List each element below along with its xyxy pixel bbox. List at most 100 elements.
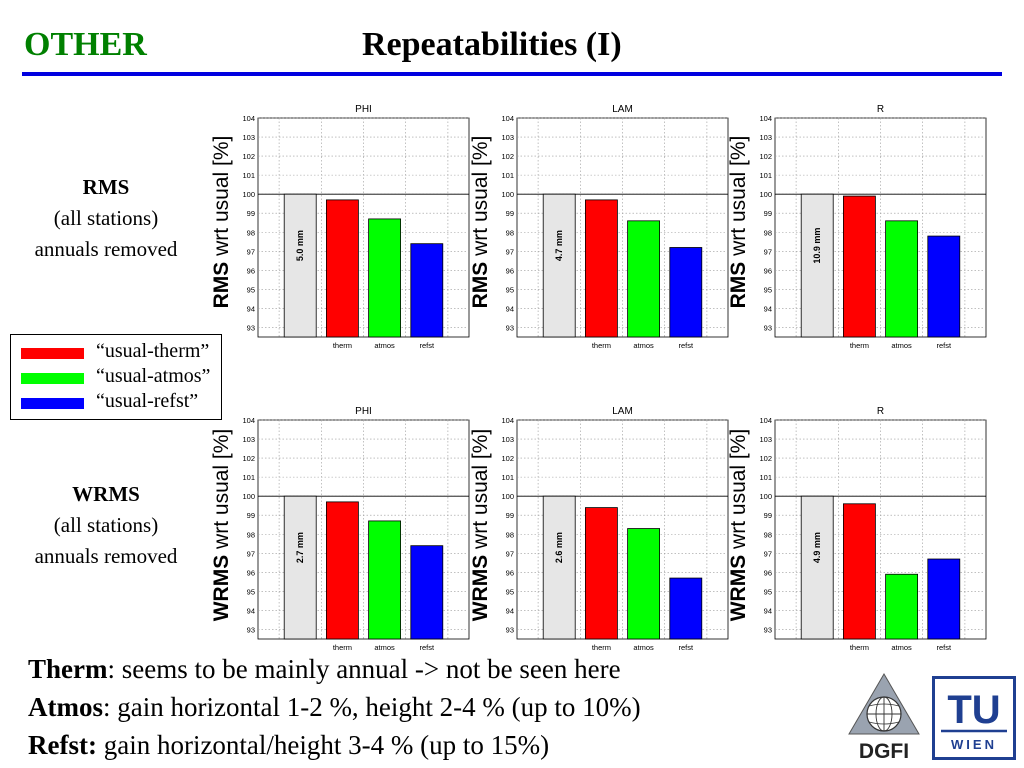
note-refst: Refst: gain horizontal/height 3-4 % (up … — [28, 730, 550, 760]
y-tick-label: 101 — [759, 171, 772, 180]
bar-refst — [669, 577, 703, 640]
y-tick-label: 98 — [764, 228, 772, 237]
reference-value-label: 2.6 mm — [554, 532, 564, 563]
legend-swatch — [21, 398, 84, 409]
y-tick-label: 100 — [501, 492, 514, 501]
y-tick-label: 99 — [247, 209, 255, 218]
y-tick-label: 94 — [247, 606, 255, 615]
y-tick-label: 96 — [764, 266, 772, 275]
y-tick-label: 100 — [759, 492, 772, 501]
legend-item-atmos: “usual-atmos” — [21, 364, 221, 390]
bar-reference — [800, 495, 834, 640]
y-tick-label: 103 — [242, 133, 255, 142]
x-tick-label: refst — [679, 643, 695, 652]
y-tick-label: 104 — [759, 114, 772, 123]
y-tick-label: 103 — [242, 435, 255, 444]
row-subtitle: (all stations) — [53, 513, 159, 537]
row-subtitle: annuals removed — [34, 544, 178, 568]
y-tick-label: 102 — [242, 454, 255, 463]
row-title: RMS — [82, 175, 130, 199]
legend-label: “usual-refst” — [96, 390, 199, 412]
bar-refst — [410, 545, 444, 640]
y-tick-label: 96 — [247, 568, 255, 577]
section-label: OTHER — [24, 26, 147, 63]
bar-atmos — [627, 220, 661, 338]
y-tick-label: 101 — [501, 171, 514, 180]
row-subtitle: (all stations) — [53, 206, 159, 230]
y-tick-label: 103 — [759, 133, 772, 142]
dgfi-logo: DGFI — [846, 672, 922, 763]
chart-title: LAM — [612, 406, 633, 417]
bar-atmos — [368, 520, 402, 640]
tu-logo-text: TU — [947, 688, 1000, 732]
y-tick-label: 93 — [506, 323, 514, 332]
legend-swatch — [21, 373, 84, 384]
chart-wrms-phi: PHI 93 94 95 96 97 98 99 100 101 102 103 104 2.7 mm th… — [228, 400, 488, 660]
y-tick-label: 100 — [759, 190, 772, 199]
legend-swatch — [21, 348, 84, 359]
x-tick-label: therm — [333, 643, 352, 652]
chart-title: PHI — [355, 104, 372, 115]
y-tick-label: 104 — [501, 114, 514, 123]
y-tick-label: 100 — [242, 492, 255, 501]
y-tick-label: 99 — [506, 209, 514, 218]
y-tick-label: 104 — [759, 416, 772, 425]
legend-item-therm: “usual-therm” — [21, 339, 221, 365]
bar-therm — [843, 195, 876, 338]
y-tick-label: 98 — [506, 228, 514, 237]
y-tick-label: 101 — [242, 473, 255, 482]
x-tick-label: refst — [679, 341, 695, 350]
chart-rms-lam: LAM 93 94 95 96 97 98 99 100 101 102 103 104 4.7 mm th… — [487, 98, 747, 358]
legend: “usual-therm” “usual-atmos” “usual-refst… — [10, 334, 222, 420]
x-tick-label: atmos — [633, 341, 654, 350]
bar-refst — [669, 247, 703, 338]
bar-atmos — [885, 220, 919, 338]
y-tick-label: 102 — [759, 152, 772, 161]
x-tick-label: atmos — [374, 643, 395, 652]
chart-title: PHI — [355, 406, 372, 417]
y-tick-label: 104 — [501, 416, 514, 425]
y-tick-label: 101 — [501, 473, 514, 482]
y-tick-label: 99 — [764, 511, 772, 520]
legend-label: “usual-therm” — [96, 340, 210, 362]
bar-therm — [326, 501, 359, 640]
x-tick-label: therm — [850, 643, 869, 652]
tu-wien-logo: TU WIEN — [932, 676, 1016, 760]
y-tick-label: 94 — [506, 606, 514, 615]
y-tick-label: 99 — [506, 511, 514, 520]
bar-atmos — [885, 573, 919, 640]
y-tick-label: 97 — [247, 549, 255, 558]
chart-svg: LAM 93 94 95 96 97 98 99 100 101 102 103 104 4.7 mm th… — [501, 104, 729, 350]
y-tick-label: 103 — [759, 435, 772, 444]
x-tick-label: therm — [333, 341, 352, 350]
y-tick-label: 93 — [764, 323, 772, 332]
x-tick-label: atmos — [374, 341, 395, 350]
y-tick-label: 95 — [506, 587, 514, 596]
chart-svg: R 93 94 95 96 97 98 99 100 101 102 103 104 4.9 mm ther… — [759, 406, 987, 652]
y-tick-label: 97 — [764, 549, 772, 558]
bar-therm — [843, 503, 876, 640]
legend-label: “usual-atmos” — [96, 365, 211, 387]
bar-therm — [585, 199, 618, 338]
y-tick-label: 96 — [506, 266, 514, 275]
chart-svg: LAM 93 94 95 96 97 98 99 100 101 102 103 104 2.6 mm th… — [501, 406, 729, 652]
y-tick-label: 101 — [242, 171, 255, 180]
bar-atmos — [368, 218, 402, 338]
bar-refst — [927, 235, 961, 338]
x-tick-label: atmos — [891, 341, 912, 350]
reference-value-label: 4.9 mm — [812, 532, 822, 563]
y-tick-label: 100 — [242, 190, 255, 199]
y-tick-label: 101 — [759, 473, 772, 482]
y-tick-label: 97 — [764, 247, 772, 256]
x-tick-label: atmos — [891, 643, 912, 652]
x-tick-label: refst — [420, 341, 436, 350]
y-tick-label: 97 — [506, 247, 514, 256]
y-tick-label: 96 — [247, 266, 255, 275]
y-tick-label: 95 — [247, 285, 255, 294]
x-tick-label: therm — [592, 341, 611, 350]
bar-reference — [542, 193, 576, 338]
chart-title: R — [877, 104, 884, 115]
bar-reference — [542, 495, 576, 640]
row-label-wrms: WRMS (all stations) annuals removed — [8, 479, 204, 572]
dgfi-logo-text: DGFI — [859, 740, 909, 762]
